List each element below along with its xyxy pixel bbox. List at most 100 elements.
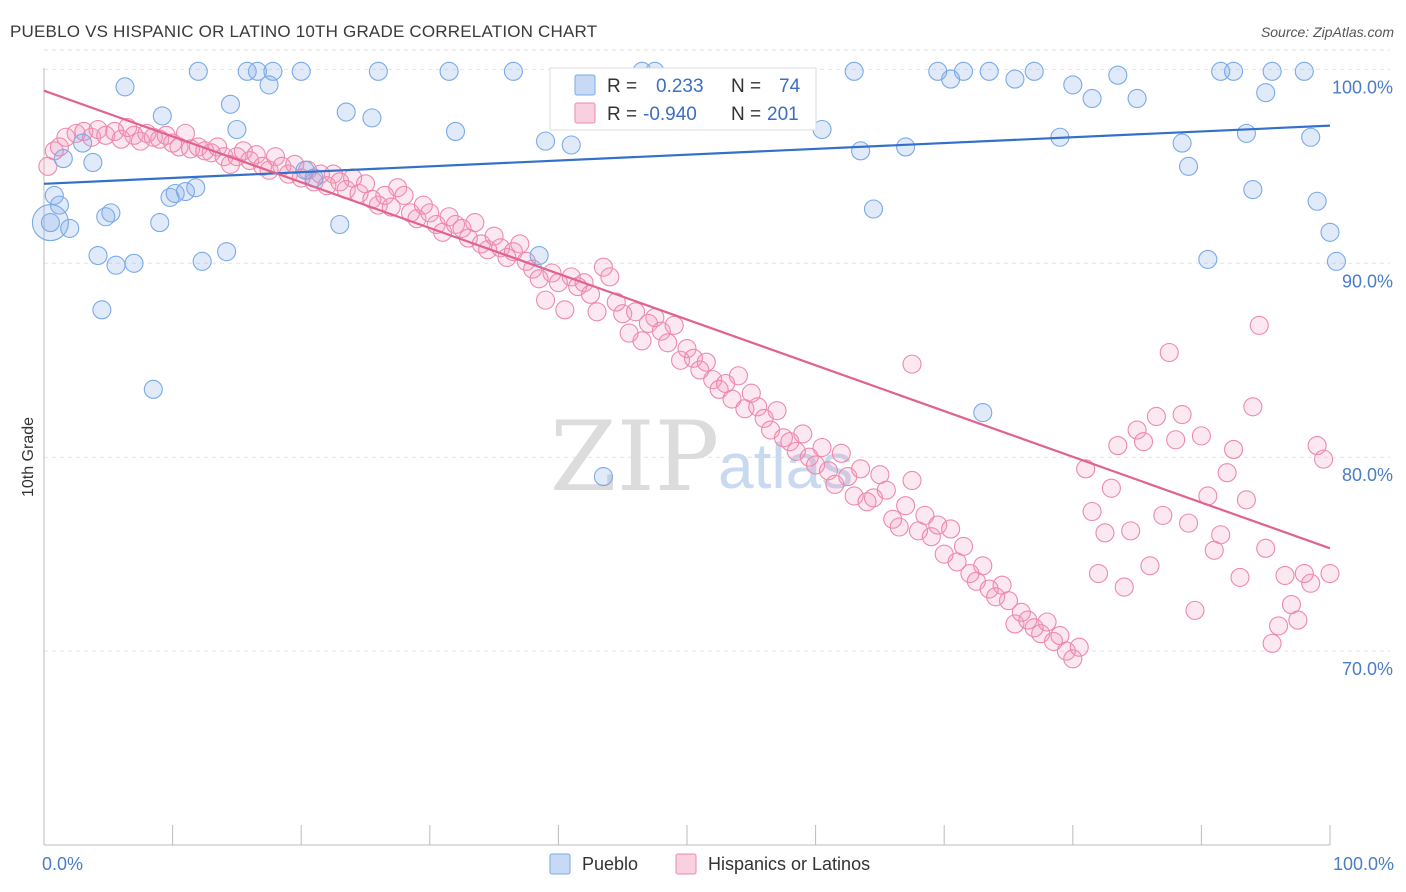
pueblo-point — [31, 204, 69, 242]
pueblo-point — [896, 137, 916, 157]
watermark-atlas: atlas — [718, 430, 853, 502]
bottom-legend-swatch-pueblo — [549, 853, 571, 875]
hispanic-point — [928, 515, 948, 535]
hispanic-point — [831, 443, 851, 463]
pueblo-point — [40, 213, 60, 233]
hispanic-point — [600, 267, 620, 287]
pueblo-point — [83, 152, 103, 173]
pueblo-point — [973, 403, 993, 423]
pueblo-point — [237, 61, 257, 81]
hispanic-point — [1146, 406, 1166, 427]
bottom-legend-pueblo: Pueblo — [582, 854, 638, 874]
pueblo-point — [1243, 180, 1263, 200]
hispanic-point — [542, 263, 562, 283]
pueblo-point — [844, 61, 864, 81]
hispanic-point — [593, 257, 613, 277]
hispanic-point — [626, 302, 646, 322]
hispanic-point — [973, 556, 993, 576]
hispanic-point — [105, 121, 125, 141]
hispanic-point — [130, 131, 150, 151]
legend-swatch-pueblo — [574, 74, 596, 96]
legend-n-value-pueblo: 74 — [779, 76, 801, 97]
legend-n-value-hispanic: 201 — [767, 104, 799, 125]
hispanic-point — [1011, 602, 1031, 622]
hispanic-point — [1269, 616, 1289, 636]
hispanic-point — [1037, 612, 1057, 632]
hispanic-point — [1314, 449, 1334, 469]
hispanic-point — [1088, 563, 1109, 584]
watermark-zip: ZIP — [550, 401, 719, 513]
pueblo-point — [106, 255, 126, 275]
pueblo-point — [88, 245, 108, 266]
hispanic-point — [1211, 525, 1231, 545]
pueblo-point — [44, 185, 64, 205]
pueblo-point — [368, 61, 388, 81]
hispanic-trend-line — [43, 89, 1331, 550]
chart-title: PUEBLO VS HISPANIC OR LATINO 10TH GRADE … — [10, 22, 598, 41]
hispanic-point — [465, 213, 485, 233]
pueblo-point — [979, 61, 999, 81]
hispanic-point — [1005, 614, 1025, 634]
pueblo-point — [593, 467, 613, 487]
hispanic-point — [902, 354, 922, 374]
hispanic-point — [1069, 637, 1089, 657]
pueblo-point — [1108, 65, 1128, 85]
hispanic-point — [1082, 501, 1102, 522]
hispanic-point — [728, 366, 748, 386]
hispanic-point — [1224, 439, 1244, 459]
hispanic-point — [1275, 565, 1295, 586]
y-tick-label: 70.0% — [1342, 659, 1393, 679]
hispanic-point — [748, 397, 768, 417]
hispanic-point — [799, 447, 819, 467]
hispanic-point — [1294, 563, 1314, 584]
hispanic-point — [915, 505, 935, 525]
legend-swatch-hispanic — [574, 102, 596, 124]
stats-legend-box — [549, 67, 817, 131]
hispanic-point — [1159, 342, 1179, 363]
hispanic-point — [175, 123, 196, 143]
hispanic-point — [1191, 426, 1211, 446]
hispanic-point — [388, 178, 408, 198]
pueblo-point — [1326, 251, 1346, 271]
pueblo-point — [445, 121, 466, 141]
hispanic-point — [998, 591, 1019, 611]
pueblo-point — [291, 61, 311, 81]
pueblo-point — [175, 181, 196, 202]
x-axis-ticks — [43, 825, 1331, 845]
x-tick-label-min: 0.0% — [42, 854, 83, 874]
pueblo-point — [1024, 61, 1044, 81]
hispanic-point — [664, 315, 684, 335]
hispanic-point — [767, 401, 787, 421]
hispanic-point — [413, 195, 433, 215]
hispanic-point — [220, 154, 241, 174]
pueblo-point — [439, 61, 459, 81]
hispanic-point — [1133, 432, 1154, 452]
hispanic-point — [986, 587, 1006, 607]
hispanic-point — [555, 300, 575, 320]
hispanic-point — [1262, 633, 1282, 653]
hispanic-point — [696, 352, 716, 372]
hispanic-point — [1217, 463, 1237, 483]
pueblo-point — [1082, 88, 1102, 109]
hispanic-point — [1101, 478, 1121, 498]
pueblo-point — [1172, 133, 1192, 153]
y-tick-label: 90.0% — [1342, 271, 1393, 291]
pueblo-point — [73, 133, 93, 153]
pueblo-point — [96, 207, 116, 227]
hispanic-point — [1140, 556, 1160, 576]
pueblo-point — [152, 106, 172, 126]
hispanic-point — [632, 331, 652, 351]
hispanic-point — [1166, 430, 1186, 450]
legend-n-label-hispanic: N = — [731, 104, 761, 125]
hispanic-point — [1249, 315, 1269, 335]
y-tick-label: 100.0% — [1332, 77, 1393, 97]
pueblo-point — [1224, 61, 1244, 81]
hispanic-point — [876, 480, 896, 500]
pueblo-point — [336, 102, 356, 122]
pueblo-point — [220, 94, 241, 114]
hispanic-point — [233, 141, 253, 161]
pueblo-point — [330, 214, 350, 235]
pueblo-point — [535, 131, 556, 151]
hispanic-point — [111, 129, 131, 149]
